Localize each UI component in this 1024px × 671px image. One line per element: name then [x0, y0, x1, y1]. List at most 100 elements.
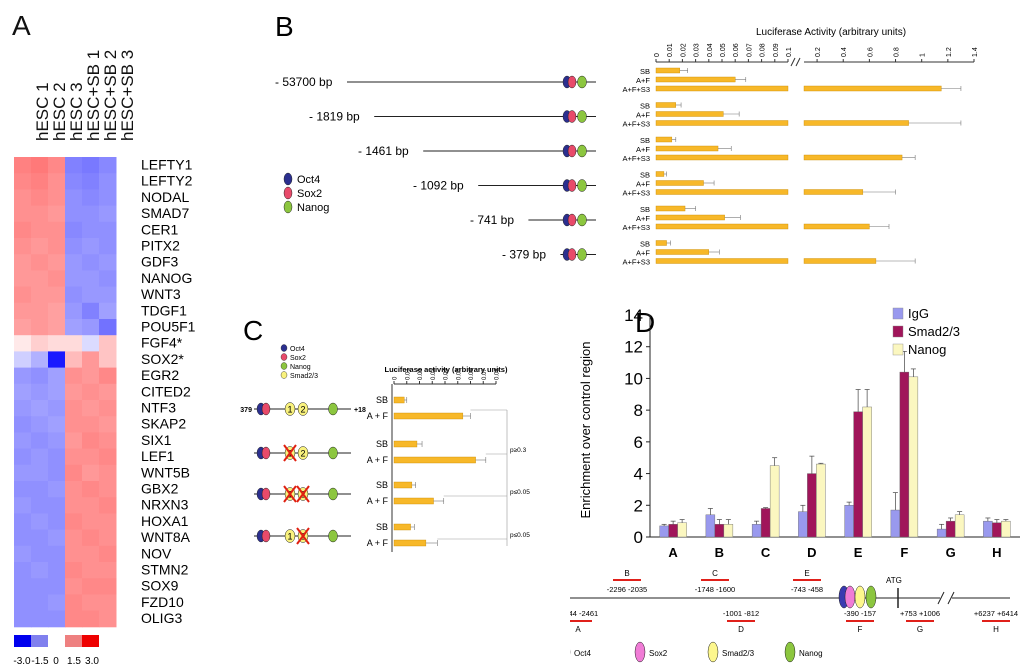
- bar: [655, 102, 676, 108]
- heatmap-cell: [65, 254, 83, 271]
- tick-label: 0.8: [894, 47, 901, 57]
- heatmap-cell: [31, 562, 49, 579]
- tick-label: 0.4: [841, 47, 848, 57]
- heatmap-cell: [99, 189, 117, 207]
- heatmap-cell: [82, 416, 100, 433]
- gene-label: CER1: [141, 221, 179, 237]
- nanog-site-icon: [577, 248, 587, 261]
- heatmap-cell: [65, 157, 83, 174]
- mutation-cross-icon: [296, 485, 310, 503]
- gene-label: NTF3: [141, 400, 176, 416]
- tick-label: 0.01: [405, 368, 411, 380]
- heatmap-cell: [14, 205, 32, 223]
- color-scale-label: -3.0: [13, 656, 31, 667]
- heatmap-cell: [65, 594, 83, 612]
- heatmap-cell: [31, 497, 49, 514]
- nanog-site-icon: [577, 213, 587, 227]
- site-number-label: 2: [300, 405, 305, 415]
- bar: [655, 258, 789, 264]
- heatmap-cell: [31, 529, 49, 547]
- legend-label: Oct4: [574, 649, 591, 658]
- row-label: SB: [640, 240, 650, 249]
- oct4-legend-icon: [280, 344, 288, 352]
- gene-label: STMN2: [141, 562, 189, 578]
- bar: [803, 258, 877, 264]
- atg-label: ATG: [886, 576, 902, 585]
- row-label: A+F: [636, 111, 650, 120]
- gene-label: NRXN3: [141, 497, 189, 513]
- construct-label: - 1819 bp: [309, 110, 360, 124]
- region-letter: G: [917, 625, 923, 634]
- sox2-site-icon: [567, 179, 577, 192]
- heatmap-cell: [31, 173, 49, 190]
- heatmap-cell: [48, 481, 66, 498]
- heatmap-cell: [14, 578, 32, 595]
- heatmap-cell: [14, 594, 32, 612]
- heatmap-cell: [31, 254, 49, 271]
- x-tick-label: B: [715, 545, 724, 560]
- bar: [655, 154, 789, 161]
- tick-label: 1.4: [972, 47, 979, 57]
- panel-b-letter: B: [275, 11, 294, 42]
- heatmap-cell: [82, 319, 100, 336]
- row-label: SB: [640, 171, 650, 180]
- nanog-site-icon: [577, 75, 587, 89]
- heatmap-cell: [48, 432, 66, 450]
- heatmap-cell: [14, 173, 32, 190]
- bar: [936, 528, 947, 538]
- color-scale-label: 3.0: [85, 656, 99, 667]
- heatmap-cell: [99, 513, 117, 531]
- tick-label: 1: [920, 53, 927, 57]
- heatmap-cell: [65, 513, 83, 531]
- heatmap-cell: [48, 562, 66, 579]
- legend-label: Nanog: [908, 342, 946, 357]
- heatmap-cell: [14, 351, 32, 369]
- heatmap-cell: [48, 367, 66, 385]
- bar: [393, 481, 413, 489]
- heatmap-cell: [82, 529, 100, 547]
- heatmap-cell: [31, 367, 49, 385]
- mutation-cross-icon: [283, 444, 297, 462]
- construct-label: - 1461 bp: [358, 144, 409, 158]
- heatmap-cell: [65, 529, 83, 547]
- site-number-label: 1: [287, 532, 292, 542]
- tick-label: 0.02: [680, 43, 687, 57]
- heatmap-cell: [99, 319, 117, 336]
- panel-d: D 0 2 4 6 8 10 12 14 Enrichment over control reg…: [570, 306, 1020, 663]
- heatmap-cell: [65, 335, 83, 352]
- tick-label: 0.08: [760, 43, 767, 57]
- heatmap-cell: [48, 513, 66, 531]
- heatmap-cell: [82, 464, 100, 482]
- y-axis-label: Enrichment over control region: [578, 341, 593, 518]
- heatmap-cell: [48, 221, 66, 239]
- heatmap-cell: [82, 254, 100, 271]
- bar: [393, 539, 427, 547]
- heatmap-cell: [65, 448, 83, 466]
- heatmap-cell: [14, 254, 32, 271]
- smad23-site-icon: [854, 585, 866, 609]
- site-number-label: 2: [300, 449, 305, 459]
- heatmap-cell: [65, 578, 83, 595]
- color-scale-label: 0: [53, 656, 59, 667]
- nanog-site-icon: [577, 144, 587, 158]
- nanog-site-icon: [328, 487, 338, 501]
- heatmap-cell: [14, 513, 32, 531]
- legend-label: Nanog: [297, 202, 329, 214]
- heatmap-cell: [31, 238, 49, 255]
- heatmap-cell: [99, 270, 117, 288]
- bar: [769, 465, 780, 538]
- heatmap-cell: [65, 270, 83, 288]
- heatmap-cell: [99, 157, 117, 174]
- y-tick-label: 8: [634, 401, 643, 420]
- y-tick-label: 12: [624, 338, 643, 357]
- heatmap-cell: [31, 545, 49, 563]
- heatmap-cell: [65, 383, 83, 401]
- row-label: A+F: [636, 214, 650, 223]
- heatmap-cell: [14, 448, 32, 466]
- heatmap-cell: [82, 286, 100, 304]
- gene-label: GDF3: [141, 254, 179, 270]
- sox2-site-icon: [567, 213, 577, 227]
- construct-label: - 1092 bp: [413, 179, 464, 193]
- heatmap-cell: [82, 383, 100, 401]
- nanog-legend-icon: [283, 200, 293, 214]
